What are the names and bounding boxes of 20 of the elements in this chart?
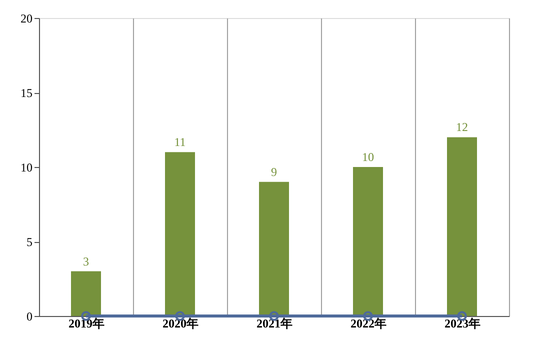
data-label: 12: [456, 120, 468, 134]
bar: [71, 271, 101, 316]
x-tick-label: 2022年: [350, 316, 386, 330]
y-tick-label: 15: [20, 86, 32, 100]
y-tick-label: 10: [20, 160, 32, 174]
data-label: 9: [271, 164, 277, 179]
data-label: 10: [362, 150, 374, 164]
y-tick-label: 5: [26, 235, 32, 249]
x-tick-label: 2023年: [444, 316, 480, 330]
data-label: 3: [83, 254, 89, 268]
x-tick-label: 2019年: [68, 316, 104, 330]
bar: [165, 152, 195, 316]
bar: [353, 167, 383, 316]
data-label: 11: [174, 135, 186, 150]
bar: [447, 137, 477, 316]
y-tick-label: 0: [26, 310, 32, 324]
y-tick-label: 20: [20, 12, 32, 26]
x-tick-label: 2021年: [256, 316, 292, 330]
bar: [259, 182, 289, 316]
x-tick-label: 2020年: [162, 316, 198, 330]
